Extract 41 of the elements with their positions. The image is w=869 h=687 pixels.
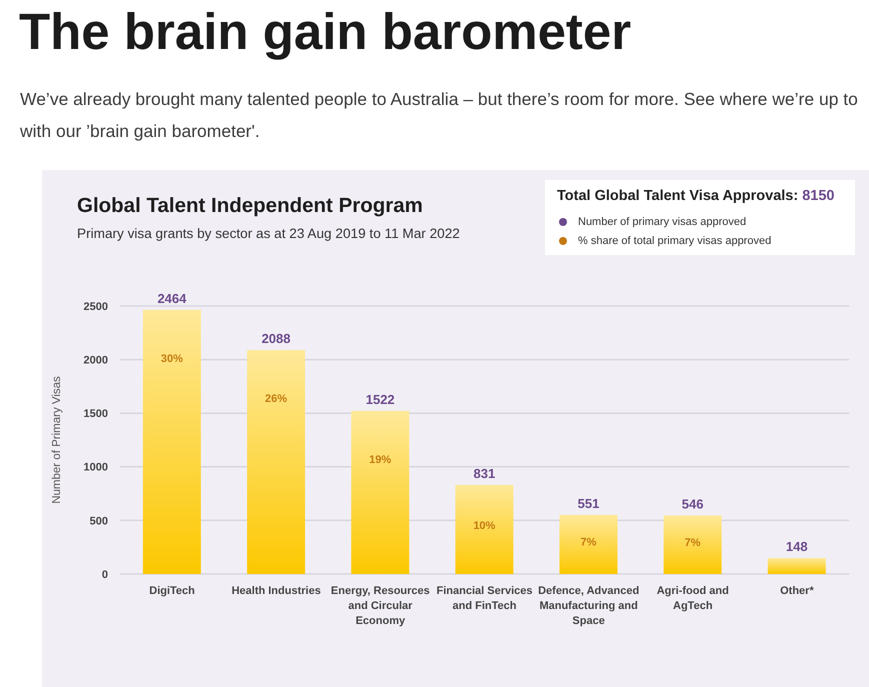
y-tick-label: 2500 <box>84 300 108 313</box>
y-tick-label: 1000 <box>84 462 108 474</box>
bar <box>768 558 826 574</box>
data-label: 148 <box>786 539 808 554</box>
x-tick-label: Energy, Resources and Circular Economy <box>330 585 430 627</box>
x-tick-label: Other* <box>780 585 814 597</box>
text: We’ve already brought many talented people to Australia – but there’s room for more. See where we’re up to with our ’brain gain barometer'. <box>20 88 859 143</box>
bar <box>664 515 722 574</box>
x-tick-label: Agri-food and AgTech <box>656 585 729 612</box>
y-tick-label: 500 <box>90 515 108 528</box>
data-label: 551 <box>578 496 600 511</box>
bar <box>351 410 410 574</box>
y-tick-label: 0 <box>102 568 108 581</box>
data-label: 2464 <box>157 290 188 306</box>
text: % share of total primary visas approved <box>578 235 772 247</box>
x-tick-label: Financial Services and FinTech <box>436 585 532 612</box>
data-label: 546 <box>682 496 704 512</box>
x-tick-label: DigiTech <box>149 585 196 597</box>
x-tick-label: Health Industries <box>232 585 321 597</box>
legend-title: Total Global Talent Visa Approvals: 8150 <box>557 188 834 204</box>
text: The brain gain barometer <box>19 3 632 60</box>
annotation: 19% <box>369 454 392 466</box>
chart-title: Global Talent Independent Program <box>77 194 423 218</box>
annotation: 26% <box>265 393 288 406</box>
annotation: 30% <box>160 352 184 365</box>
annotation: 7% <box>684 536 701 549</box>
bar <box>455 484 514 574</box>
y-tick-label: 1500 <box>84 408 108 420</box>
chart-subtitle: Primary visa grants by sector as at 23 Aug 2019 to 11 Mar 2022 <box>77 226 460 241</box>
y-tick-label: 2000 <box>84 354 108 367</box>
bar <box>247 350 306 574</box>
y-axis-title: Number of Primary Visas <box>51 376 64 504</box>
x-tick-label: Defence, Advanced Manufacturing and Space <box>538 585 640 627</box>
bar <box>142 310 201 574</box>
annotation: 10% <box>473 520 496 532</box>
bar <box>559 514 618 574</box>
text: Number of primary visas approved <box>578 216 746 228</box>
data-label: 1522 <box>366 392 395 407</box>
data-label: 2088 <box>262 331 291 346</box>
data-label: 831 <box>473 466 496 481</box>
annotation: 7% <box>580 536 597 549</box>
